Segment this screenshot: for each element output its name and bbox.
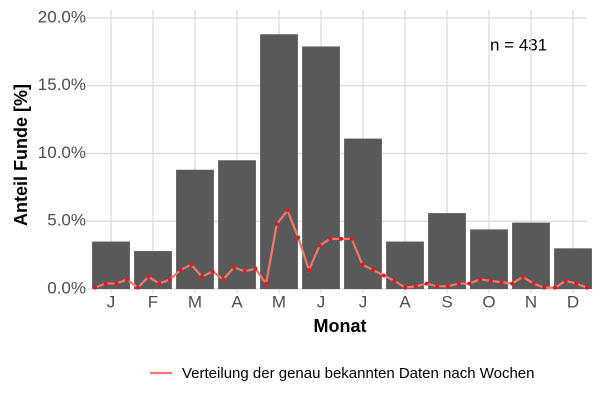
weekly-point	[199, 274, 204, 279]
weekly-point	[232, 265, 237, 270]
x-tick-label: S	[441, 292, 452, 311]
weekly-point	[478, 277, 483, 282]
weekly-point	[542, 285, 547, 290]
y-tick-label: 0.0%	[47, 278, 86, 297]
y-tick-label: 10.0%	[38, 143, 86, 162]
weekly-point	[221, 277, 226, 282]
weekly-point	[328, 236, 333, 241]
x-tick-label: D	[567, 292, 579, 311]
weekly-point	[264, 281, 269, 286]
weekly-point	[296, 235, 301, 240]
bar	[428, 213, 466, 289]
y-tick-label: 5.0%	[47, 211, 86, 230]
weekly-point	[274, 221, 279, 226]
weekly-point	[424, 281, 429, 286]
weekly-point	[456, 281, 461, 286]
bar	[92, 241, 130, 289]
bar	[512, 222, 550, 289]
weekly-point	[242, 269, 247, 274]
weekly-point	[531, 281, 536, 286]
weekly-point	[253, 266, 258, 271]
weekly-point	[189, 262, 194, 267]
weekly-point	[574, 281, 579, 286]
weekly-point	[371, 268, 376, 273]
weekly-point	[552, 285, 557, 290]
y-axis-label: Anteil Funde [%]	[11, 84, 31, 226]
weekly-point	[317, 243, 322, 248]
y-tick-label: 15.0%	[38, 75, 86, 94]
x-tick-label: J	[317, 292, 326, 311]
weekly-point	[488, 278, 493, 283]
weekly-point	[125, 277, 130, 282]
weekly-point	[93, 285, 97, 290]
bar	[302, 46, 340, 289]
weekly-point	[510, 281, 515, 286]
x-tick-label: J	[359, 292, 368, 311]
weekly-point	[339, 236, 343, 241]
x-axis-label: Monat	[314, 316, 367, 336]
bar	[260, 34, 298, 290]
weekly-point	[210, 269, 215, 274]
weekly-point	[146, 274, 151, 279]
x-tick-label: A	[231, 292, 243, 311]
weekly-point	[585, 285, 589, 290]
weekly-point	[403, 285, 408, 290]
weekly-point	[413, 284, 418, 289]
weekly-point	[499, 280, 504, 285]
x-tick-label: J	[107, 292, 116, 311]
x-tick-label: M	[188, 292, 202, 311]
weekly-point	[392, 278, 397, 283]
annotation: n = 431	[490, 35, 547, 54]
weekly-point	[285, 208, 290, 213]
x-tick-label: O	[482, 292, 495, 311]
weekly-point	[167, 277, 172, 282]
bar	[134, 251, 172, 289]
bar	[470, 229, 508, 289]
weekly-point	[135, 285, 140, 290]
y-tick-label: 20.0%	[38, 7, 86, 26]
weekly-point	[360, 262, 365, 267]
weekly-point	[435, 284, 440, 289]
x-tick-label: F	[148, 292, 158, 311]
legend-label: Verteilung der genau bekannten Daten nac…	[182, 365, 535, 382]
weekly-point	[103, 281, 108, 286]
weekly-point	[467, 281, 472, 286]
x-tick-label: N	[525, 292, 537, 311]
weekly-point	[563, 278, 568, 283]
weekly-point	[349, 236, 354, 241]
weekly-point	[178, 268, 183, 273]
x-tick-label: M	[272, 292, 286, 311]
weekly-point	[520, 274, 525, 279]
weekly-point	[306, 268, 311, 273]
weekly-point	[381, 273, 386, 278]
weekly-point	[157, 281, 162, 286]
weekly-point	[445, 284, 450, 289]
x-tick-label: A	[399, 292, 411, 311]
weekly-point	[114, 281, 119, 286]
bar	[386, 241, 424, 289]
